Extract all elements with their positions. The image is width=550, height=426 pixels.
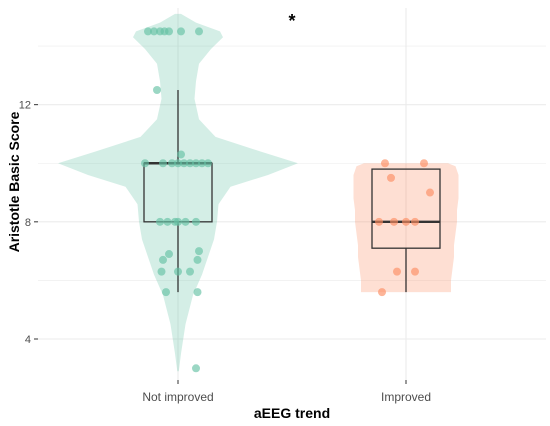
data-point [387, 173, 395, 182]
data-point [193, 255, 202, 264]
violin-0 [58, 13, 298, 372]
data-point [177, 27, 185, 36]
data-point [411, 267, 419, 276]
data-point [378, 288, 386, 297]
data-point [180, 159, 188, 168]
data-point [168, 159, 176, 168]
data-point [177, 150, 185, 159]
data-point [193, 288, 202, 297]
data-point [157, 267, 166, 276]
data-point [186, 267, 194, 276]
data-point [420, 159, 428, 168]
data-point [162, 288, 170, 297]
data-point [393, 267, 401, 276]
data-point [390, 217, 398, 226]
data-point [144, 27, 152, 36]
axes: 4 8 12 Not improved Improved [19, 100, 431, 404]
y-tick-label: 12 [19, 100, 31, 112]
gridlines [38, 8, 546, 380]
data-point [156, 217, 164, 226]
data-point [141, 159, 149, 168]
y-axis-title: Aristotle Basic Score [6, 111, 22, 252]
box [371, 168, 441, 249]
data-point [402, 217, 410, 226]
data-point [163, 217, 172, 226]
y-tick-label: 4 [25, 334, 31, 346]
data-point [174, 217, 182, 226]
data-point [181, 217, 190, 226]
data-point [198, 159, 206, 168]
jitter-points [141, 27, 434, 373]
data-point [150, 27, 158, 36]
violins [58, 13, 459, 372]
data-point [186, 159, 194, 168]
data-point [192, 364, 200, 373]
data-point [381, 159, 389, 168]
data-point [174, 267, 182, 276]
data-point [165, 27, 173, 36]
x-axis-title: aEEG trend [254, 405, 330, 421]
data-point [165, 250, 173, 259]
data-point [411, 217, 419, 226]
data-point [192, 217, 200, 226]
data-point [204, 159, 212, 168]
data-point [153, 86, 161, 95]
data-point [192, 159, 200, 168]
data-point [195, 27, 203, 36]
data-point [159, 255, 167, 264]
x-tick-label: Not improved [142, 390, 213, 404]
significance-annotation: * [288, 11, 295, 31]
data-point [375, 217, 383, 226]
data-point [426, 188, 434, 197]
data-point [174, 159, 182, 168]
data-point [195, 247, 203, 256]
x-tick-label: Improved [381, 390, 431, 404]
data-point [159, 159, 167, 168]
y-tick-label: 8 [25, 217, 31, 229]
